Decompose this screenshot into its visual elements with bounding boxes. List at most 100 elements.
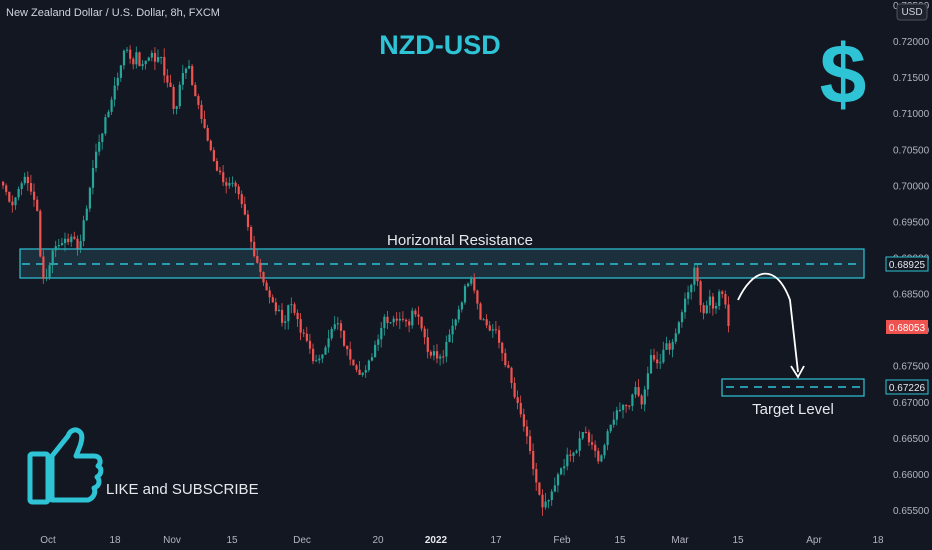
y-tick-label: 0.71000 (893, 109, 930, 120)
candle-body (11, 201, 14, 206)
x-tick-label: 17 (490, 535, 502, 546)
current-price-tag: 0.68053 (886, 320, 928, 334)
x-tick-label: 2022 (425, 535, 448, 546)
x-tick-label: Oct (40, 535, 56, 546)
candle-body (76, 238, 79, 249)
candle-body (519, 403, 522, 415)
candle-body (442, 356, 445, 358)
candle-body (265, 282, 268, 291)
candle-body (308, 340, 312, 349)
candle-body (591, 442, 594, 445)
candle-body (268, 290, 271, 298)
candle-body (507, 365, 510, 368)
candle-body (284, 321, 287, 323)
candle-body (473, 277, 476, 291)
candle-body (153, 52, 157, 62)
candle-body (600, 455, 603, 462)
x-tick-label: 15 (732, 535, 744, 546)
candle-body (423, 328, 426, 338)
candle-body (634, 387, 637, 395)
candle-body (166, 75, 169, 83)
candle-body (392, 318, 395, 323)
projection-arrowhead (790, 365, 805, 379)
candle-body (336, 323, 339, 325)
y-tick-label: 0.68500 (893, 290, 930, 301)
candle-body (219, 170, 222, 173)
candle-body (45, 277, 48, 279)
candle-body (429, 351, 432, 356)
candle-body (563, 466, 566, 469)
candle-body (401, 318, 405, 320)
candle-body (383, 316, 386, 328)
candle-body (54, 246, 57, 251)
candle-body (386, 316, 389, 323)
candle-body (374, 344, 377, 358)
y-tick-label: 0.71500 (893, 73, 930, 84)
candle-body (467, 283, 470, 287)
candle-body (609, 424, 612, 432)
candle-body (200, 104, 203, 119)
candle-body (194, 84, 197, 97)
candle-body (454, 319, 457, 326)
currency-badge[interactable]: USD (896, 3, 928, 21)
candle-body (702, 305, 705, 314)
candle-body (315, 360, 318, 362)
candle-body (296, 312, 299, 320)
y-tick-label: 0.70500 (893, 145, 930, 156)
candle-body (203, 118, 206, 128)
candle-body (705, 305, 708, 314)
candle-body (395, 318, 398, 321)
candle-body (129, 49, 132, 59)
candle-body (687, 292, 690, 299)
candle-body (501, 342, 504, 354)
candle-body (522, 414, 525, 427)
candle-body (494, 329, 498, 331)
candle-body (488, 325, 491, 331)
candle-body (20, 183, 23, 189)
candle-body (656, 359, 659, 364)
target-price-tag: 0.67226 (885, 379, 929, 395)
candle-body (349, 349, 352, 360)
candle-body (26, 176, 29, 184)
candle-body (470, 277, 473, 284)
candle-body (29, 183, 33, 192)
cta-label: LIKE and SUBSCRIBE (106, 481, 259, 498)
candle-body (324, 347, 327, 355)
candle-body (544, 501, 547, 508)
candle-body (566, 454, 569, 467)
candle-body (23, 176, 26, 184)
candle-body (640, 395, 643, 405)
candle-body (581, 432, 584, 439)
candle-body (367, 360, 370, 371)
resistance-price-text: 0.68925 (889, 260, 926, 271)
candle-body (529, 436, 532, 451)
candle-body (138, 52, 141, 67)
candle-body (352, 359, 355, 366)
candle-body (259, 262, 262, 272)
candle-body (234, 182, 237, 187)
candle-body (659, 362, 662, 364)
candle-body (727, 304, 730, 327)
candle-body (73, 236, 76, 239)
x-tick-label: 20 (372, 535, 384, 546)
target-label: Target Level (752, 401, 834, 418)
candle-body (101, 133, 104, 142)
candle-body (696, 267, 699, 282)
candle-body (408, 321, 411, 326)
candle-body (107, 111, 110, 118)
candle-body (157, 57, 160, 62)
candle-body (104, 117, 107, 134)
candle-body (243, 204, 246, 215)
y-tick-label: 0.66000 (893, 470, 930, 481)
candle-body (321, 354, 324, 359)
candle-body (110, 99, 113, 112)
candle-body (91, 167, 95, 188)
candle-body (191, 65, 194, 85)
candle-body (420, 316, 423, 329)
candle-body (476, 290, 479, 304)
candle-body (653, 355, 656, 360)
candle-body (215, 161, 219, 171)
candle-body (575, 450, 578, 453)
target-price-text: 0.67226 (889, 383, 926, 394)
